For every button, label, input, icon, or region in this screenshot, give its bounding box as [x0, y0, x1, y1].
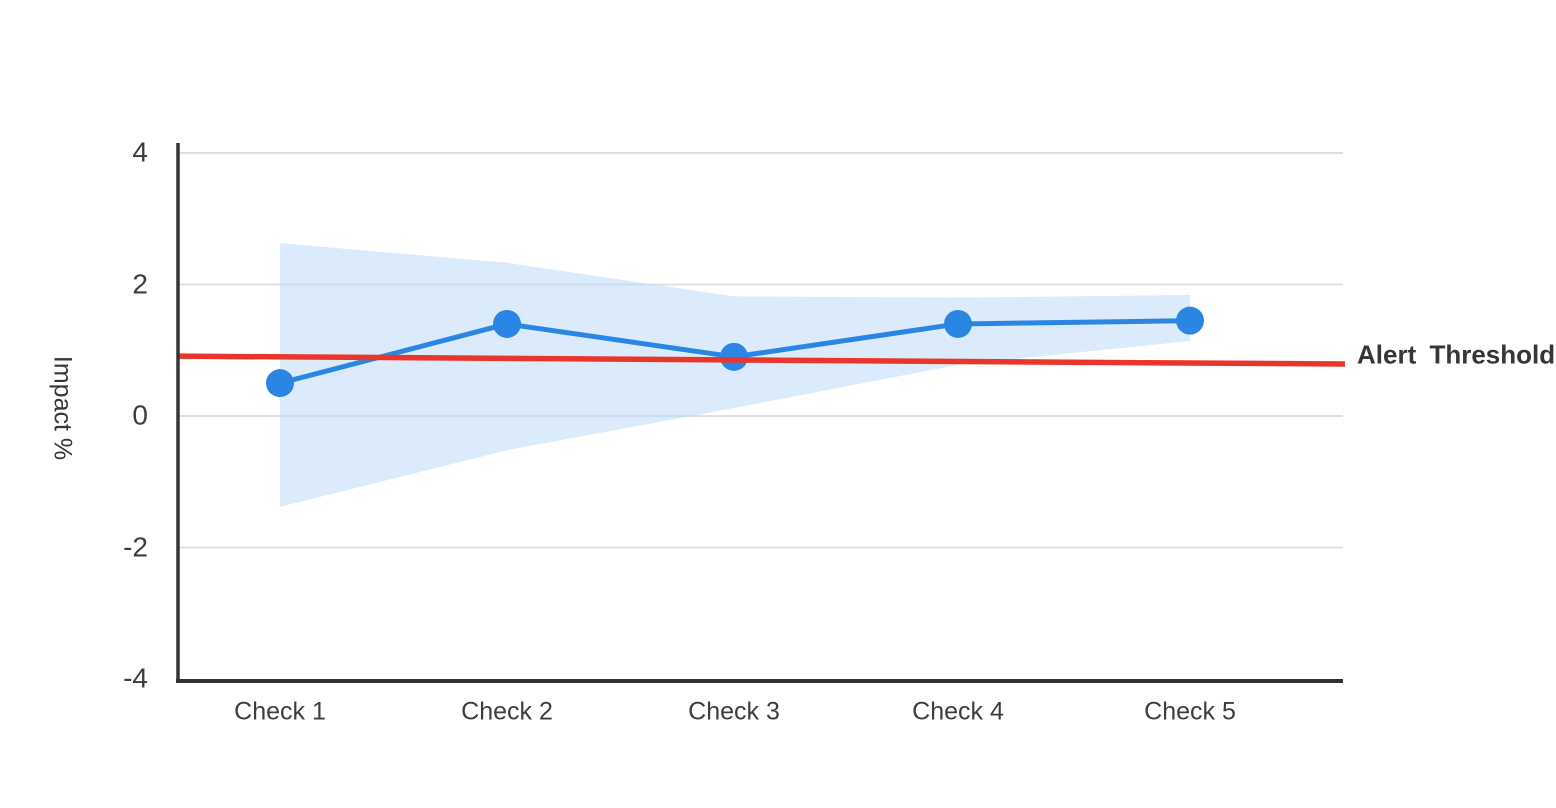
data-point-check-3	[720, 342, 748, 371]
data-point-check-1	[266, 369, 294, 398]
x-tick-label: Check 2	[461, 697, 553, 726]
data-point-check-2	[493, 309, 521, 338]
y-axis-title: Impact %	[48, 355, 77, 461]
data-point-check-5	[1176, 306, 1204, 335]
threshold-label: Alert Threshold	[1357, 339, 1556, 370]
y-tick-label: 0	[132, 399, 148, 431]
y-tick-label: 2	[132, 267, 148, 299]
y-tick-label: -2	[123, 530, 148, 562]
confidence-band	[280, 243, 1190, 507]
x-tick-label: Check 4	[912, 697, 1004, 726]
x-tick-label: Check 3	[688, 697, 780, 726]
y-tick-label: 4	[132, 136, 148, 168]
x-tick-label: Check 1	[234, 697, 326, 726]
threshold-line	[177, 353, 1346, 367]
data-point-check-4	[944, 309, 972, 338]
y-tick-label: -4	[123, 662, 148, 694]
x-tick-label: Check 5	[1144, 697, 1236, 726]
